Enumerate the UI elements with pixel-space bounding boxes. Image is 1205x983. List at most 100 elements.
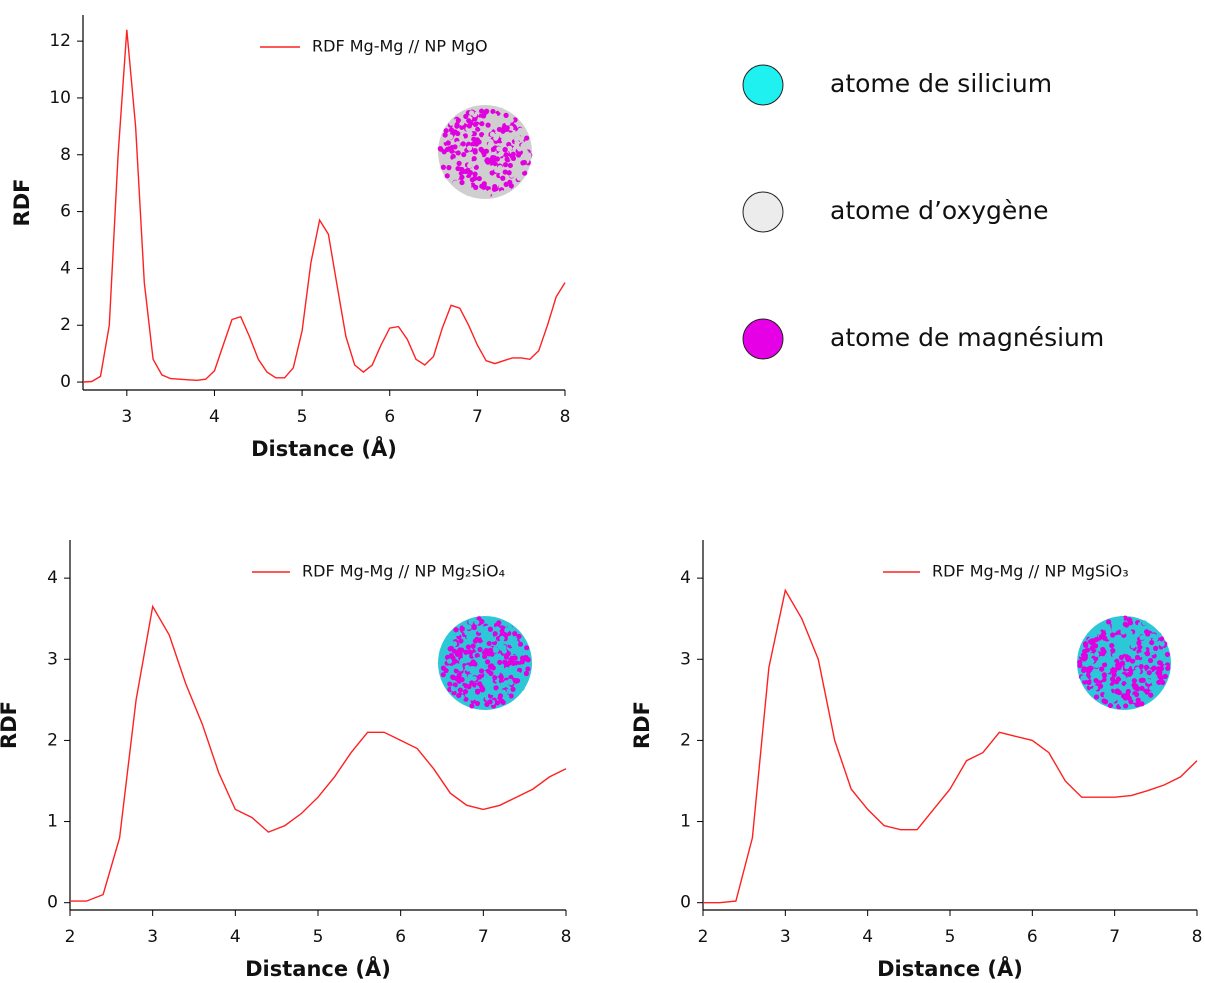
atom-dot: [1083, 642, 1089, 648]
atom-dot: [517, 127, 524, 133]
atom-dot: [460, 141, 466, 147]
atom-dot: [1107, 658, 1113, 665]
atom-dot: [1136, 701, 1142, 707]
atom-dot: [1124, 654, 1130, 660]
atom-dot: [485, 668, 492, 674]
y-tick-label: 4: [47, 568, 58, 588]
atom-dot: [1125, 678, 1131, 684]
atom-dot: [472, 171, 478, 177]
atom-dot: [515, 156, 521, 162]
atom-dot: [499, 698, 505, 704]
atom-dot: [500, 625, 506, 631]
atom-dot: [1146, 678, 1152, 685]
atom-dot: [1138, 677, 1144, 683]
x-tick-label: 6: [395, 927, 406, 947]
atom-dot: [503, 112, 509, 118]
atom-dot: [462, 133, 468, 139]
y-tick-label: 6: [60, 202, 71, 222]
rdf-line: [82, 29, 566, 383]
atom-dot: [1102, 625, 1108, 631]
atom-dot: [469, 110, 475, 116]
atom-dot: [459, 657, 466, 664]
atom-dot: [443, 128, 449, 134]
atom-dot: [442, 132, 448, 138]
nanoparticle-image: [438, 616, 533, 710]
atom-dot: [468, 619, 474, 625]
atom-dot: [469, 680, 475, 686]
atom-dot: [1126, 671, 1133, 677]
atom-dot: [453, 668, 459, 674]
atom-dot: [1110, 637, 1116, 644]
atom-dot: [1144, 689, 1150, 695]
atom-dot: [497, 659, 503, 666]
atom-dot: [1156, 679, 1162, 686]
atom-dot: [1148, 692, 1154, 698]
atom-dot: [511, 667, 518, 673]
atom-dot: [490, 146, 497, 152]
atom-dot: [475, 657, 482, 663]
atom-dot: [500, 175, 506, 181]
atom-dot: [451, 690, 457, 696]
atom-dot: [462, 689, 469, 695]
atom-dot: [1135, 658, 1141, 665]
atom-dot: [1162, 673, 1168, 679]
x-tick-label: 3: [780, 927, 791, 947]
atom-dot: [489, 689, 495, 696]
atom-dot: [474, 700, 481, 707]
atom-dot: [504, 131, 510, 137]
atom-dot: [502, 169, 508, 175]
atom-dot: [507, 162, 513, 169]
atom-dot: [1084, 647, 1090, 653]
y-tick-label: 10: [49, 88, 71, 108]
atom-dot: [456, 692, 462, 699]
atom-dot: [1119, 660, 1125, 666]
atom-dot: [485, 159, 491, 165]
atom-dot: [473, 164, 479, 170]
atom-dot: [466, 624, 472, 630]
atom-dot: [444, 675, 451, 681]
atom-dot: [438, 658, 444, 664]
atom-dot: [442, 159, 448, 165]
atom-dot: [1109, 632, 1116, 638]
y-tick-label: 0: [47, 893, 58, 913]
y-axis-label: RDF: [630, 701, 654, 749]
atom-dot: [1093, 626, 1099, 632]
atom-dot: [471, 156, 477, 162]
atom-dot: [507, 145, 513, 151]
atom-dot: [501, 644, 507, 650]
atom-dot: [467, 162, 473, 169]
atom-dot: [452, 144, 458, 150]
atom-dot: [1124, 663, 1130, 670]
atom-dot: [469, 661, 475, 667]
atom-dot: [1101, 672, 1107, 678]
atom-dot: [488, 175, 494, 182]
atom-dot: [494, 156, 500, 162]
atom-dot: [1081, 656, 1087, 662]
atom-dot: [1151, 675, 1157, 681]
atom-dot: [518, 651, 524, 657]
atom-dot: [466, 145, 473, 151]
atom-dot: [490, 636, 497, 642]
atom-dot: [1093, 662, 1100, 669]
atom-dot: [1139, 685, 1145, 691]
legend-label: RDF Mg-Mg // NP MgO: [312, 37, 488, 56]
atom-dot: [504, 156, 510, 162]
y-tick-label: 4: [60, 258, 71, 278]
atom-dot: [459, 179, 465, 186]
atom-dot: [500, 689, 507, 695]
atom-dot: [1099, 666, 1105, 672]
atom-dot: [503, 680, 509, 686]
atom-dot: [1081, 667, 1087, 674]
atom-dot: [498, 107, 504, 113]
atom-dot: [505, 650, 511, 657]
atom-dot: [440, 672, 446, 678]
atom-dot: [1140, 691, 1146, 698]
atom-dot: [1114, 688, 1120, 694]
atom-dot: [512, 631, 518, 637]
atom-dot: [467, 155, 473, 161]
atom-dot: [475, 126, 481, 132]
atom-dot: [510, 155, 517, 161]
atom-dot: [459, 626, 465, 632]
atom-dot: [524, 645, 530, 651]
atom-dot: [443, 667, 449, 674]
